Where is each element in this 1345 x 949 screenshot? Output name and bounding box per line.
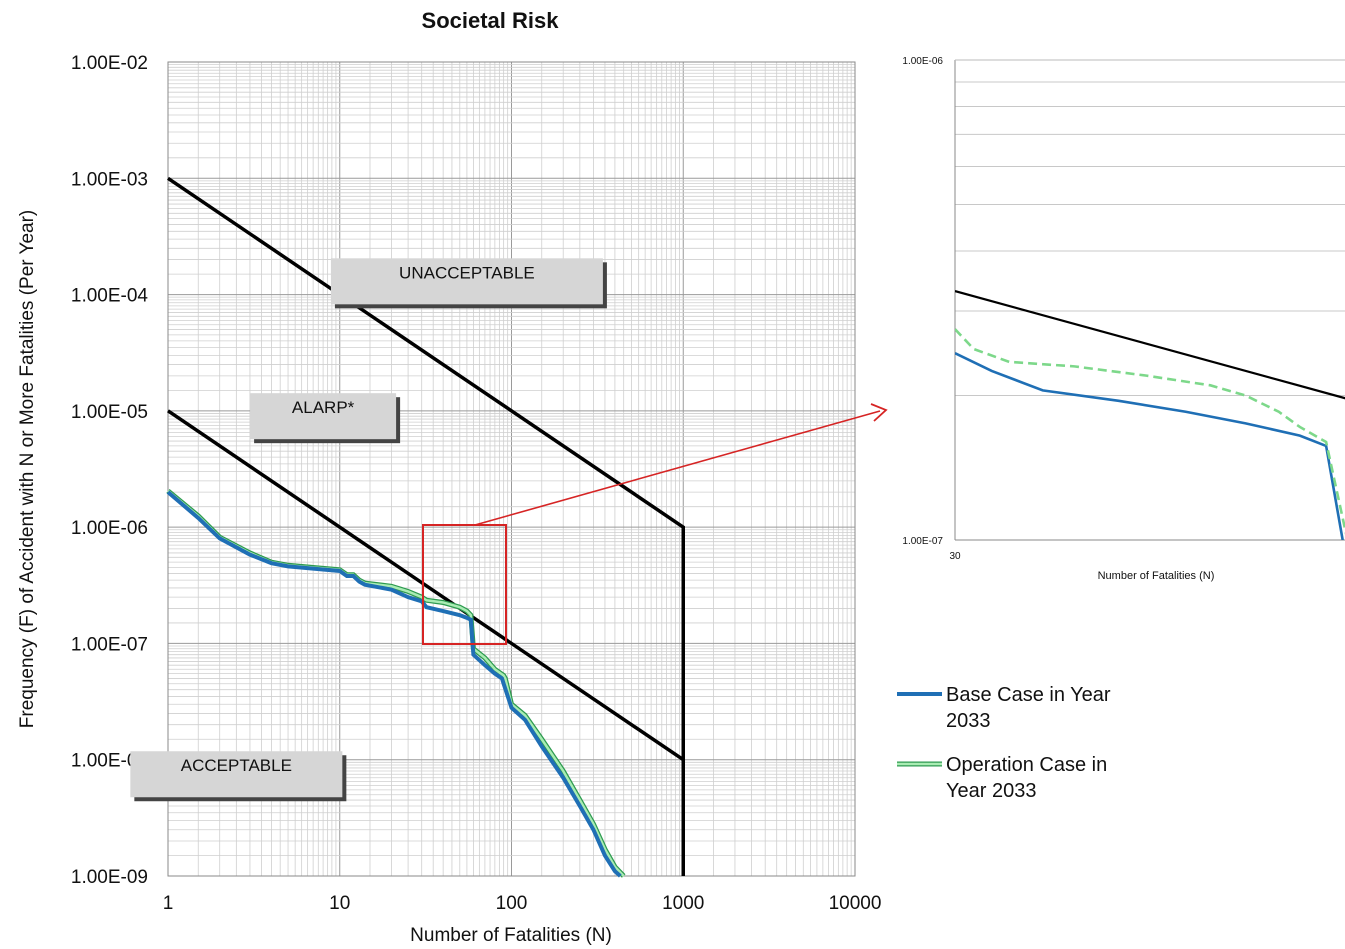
legend-item: Base Case in Year 2033 xyxy=(897,684,1111,732)
region-label: ALARP* xyxy=(292,398,355,417)
region-label-box: ALARP* xyxy=(250,393,400,443)
x-tick-label: 10000 xyxy=(829,893,882,914)
y-tick-label: 1.00E-02 xyxy=(71,53,148,74)
x-tick-label: 1000 xyxy=(662,893,704,914)
y-tick-label: 1.00E-04 xyxy=(71,286,149,307)
inset-x-axis-label: Number of Fatalities (N) xyxy=(1098,570,1215,582)
inset-grid xyxy=(955,60,1345,540)
y-tick-label: 1.00E-06 xyxy=(71,518,148,539)
inset-y-tick-label: 1.00E-07 xyxy=(902,536,943,547)
region-label-box: UNACCEPTABLE xyxy=(331,258,607,308)
inset-tick-labels: 1.00E-06 1.00E-07 30 xyxy=(902,56,961,562)
inset-x-tick-label: 30 xyxy=(949,551,961,562)
inset-series xyxy=(955,329,1345,540)
legend-label: Year 2033 xyxy=(946,780,1036,802)
y-tick-label: 1.00E-07 xyxy=(71,634,148,655)
legend-label: Base Case in Year xyxy=(946,684,1111,706)
main-chart: Societal Risk 1.00E-091.00E-081.00E-071.… xyxy=(17,8,886,946)
y-tick-label: 1.00E-03 xyxy=(71,169,148,190)
x-axis-label: Number of Fatalities (N) xyxy=(410,925,612,946)
inset-series-operation xyxy=(955,329,1345,540)
y-tick-label: 1.00E-05 xyxy=(71,402,148,423)
zoom-box xyxy=(423,525,506,644)
region-label: UNACCEPTABLE xyxy=(399,263,535,282)
x-tick-label: 10 xyxy=(329,893,350,914)
y-tick-label: 1.00E-09 xyxy=(71,867,148,888)
y-axis-label: Frequency (F) of Accident with N or More… xyxy=(17,210,38,728)
legend-label: 2033 xyxy=(946,710,991,732)
x-tick-label: 1 xyxy=(163,893,174,914)
legend: Base Case in Year 2033 Operation Case in Ye… xyxy=(897,684,1111,802)
region-label: ACCEPTABLE xyxy=(181,756,292,775)
legend-item: Operation Case in Year 2033 xyxy=(897,754,1107,802)
x-tick-label: 100 xyxy=(496,893,528,914)
region-label-box: ACCEPTABLE xyxy=(130,751,346,801)
legend-label: Operation Case in xyxy=(946,754,1107,776)
main-x-tick-labels: 1 10 100 1000 10000 xyxy=(163,893,882,914)
inset-y-tick-label: 1.00E-06 xyxy=(902,56,943,67)
chart-title: Societal Risk xyxy=(422,8,560,33)
